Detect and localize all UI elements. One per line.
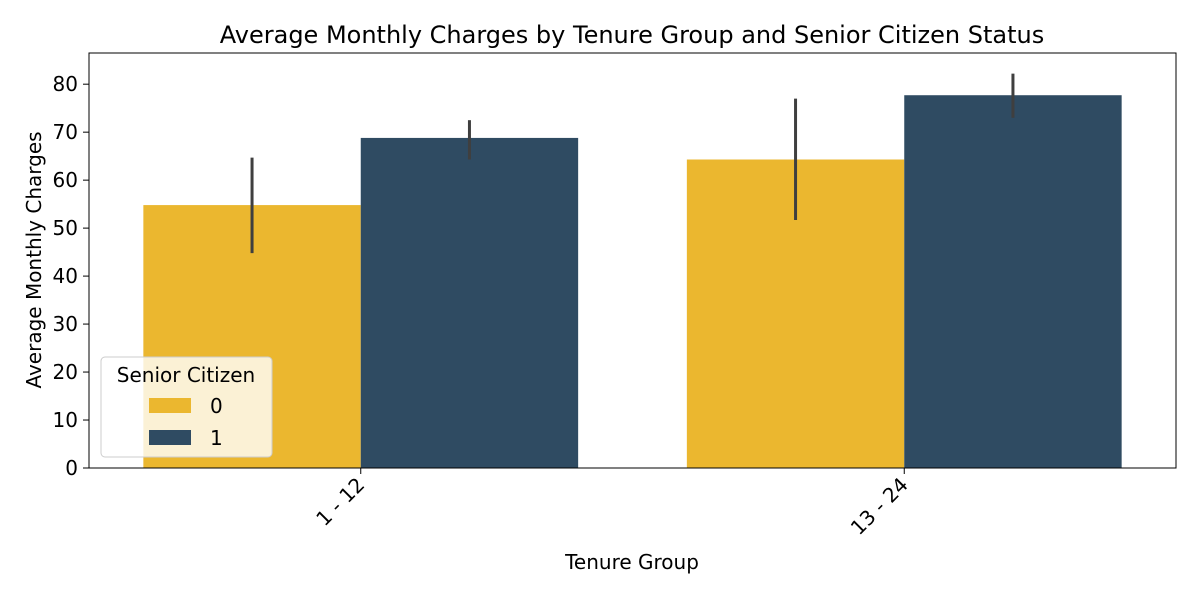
x-tick-label: 1 - 12 — [311, 473, 369, 531]
legend: Senior Citizen 01 — [100, 356, 273, 458]
plot-frame — [88, 52, 1177, 469]
bar-1-1 — [360, 137, 579, 469]
legend-label-1: 1 — [210, 426, 223, 450]
y-tick-label: 80 — [53, 72, 78, 96]
chart-title: Average Monthly Charges by Tenure Group … — [220, 21, 1044, 49]
legend-title: Senior Citizen — [117, 363, 255, 387]
legend-items: 01 — [149, 394, 223, 450]
legend-swatch-1 — [149, 430, 191, 445]
y-tick-label: 0 — [65, 456, 78, 480]
bars-layer — [143, 95, 1122, 469]
bar-1-2 — [904, 95, 1122, 468]
y-tick-label: 20 — [53, 360, 78, 384]
y-tick-label: 10 — [53, 408, 78, 432]
y-tick-label: 50 — [53, 216, 78, 240]
x-axis-ticks: 1 - 12 13 - 24 — [311, 468, 913, 540]
x-axis-label: Tenure Group — [564, 550, 699, 574]
legend-label-0: 0 — [210, 394, 223, 418]
y-axis-label: Average Monthly Charges — [22, 131, 46, 388]
y-tick-label: 60 — [53, 168, 78, 192]
y-axis-ticks: 0 10 20 30 40 50 60 70 80 — [53, 72, 89, 480]
legend-swatch-0 — [149, 398, 191, 413]
y-tick-label: 70 — [53, 120, 78, 144]
y-tick-label: 40 — [53, 264, 78, 288]
y-tick-label: 30 — [53, 312, 78, 336]
x-tick-label: 13 - 24 — [846, 473, 913, 540]
error-bars-layer — [250, 73, 1015, 254]
